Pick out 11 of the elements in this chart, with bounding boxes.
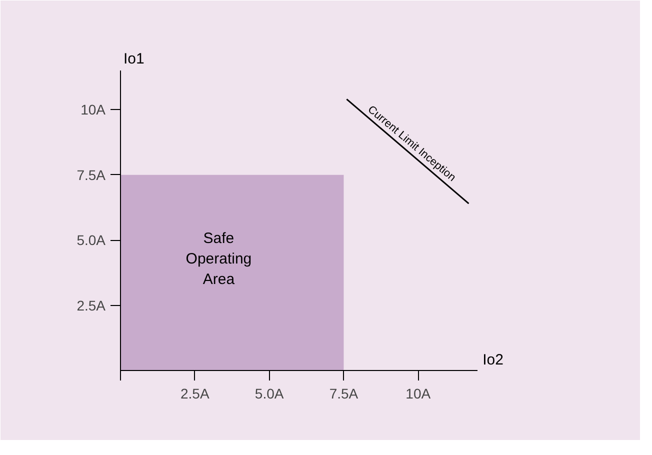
y-tick-label: 5.0A <box>76 232 106 248</box>
x-axis-title: Io2 <box>482 352 504 368</box>
y-tick-label: 10A <box>80 102 106 118</box>
annotation: Safe Operating Area <box>186 230 252 288</box>
y-tick-label: 7.5A <box>76 166 106 183</box>
x-tick-label: 10A <box>406 386 432 402</box>
x-tick-label: 7.5A <box>329 386 359 402</box>
y-tick-label: 2.5A <box>76 297 106 314</box>
y-axis-title: Io1 <box>124 50 144 68</box>
x-tick-label: 2.5A <box>180 386 210 402</box>
x-tick-label: 5.0A <box>254 386 284 402</box>
